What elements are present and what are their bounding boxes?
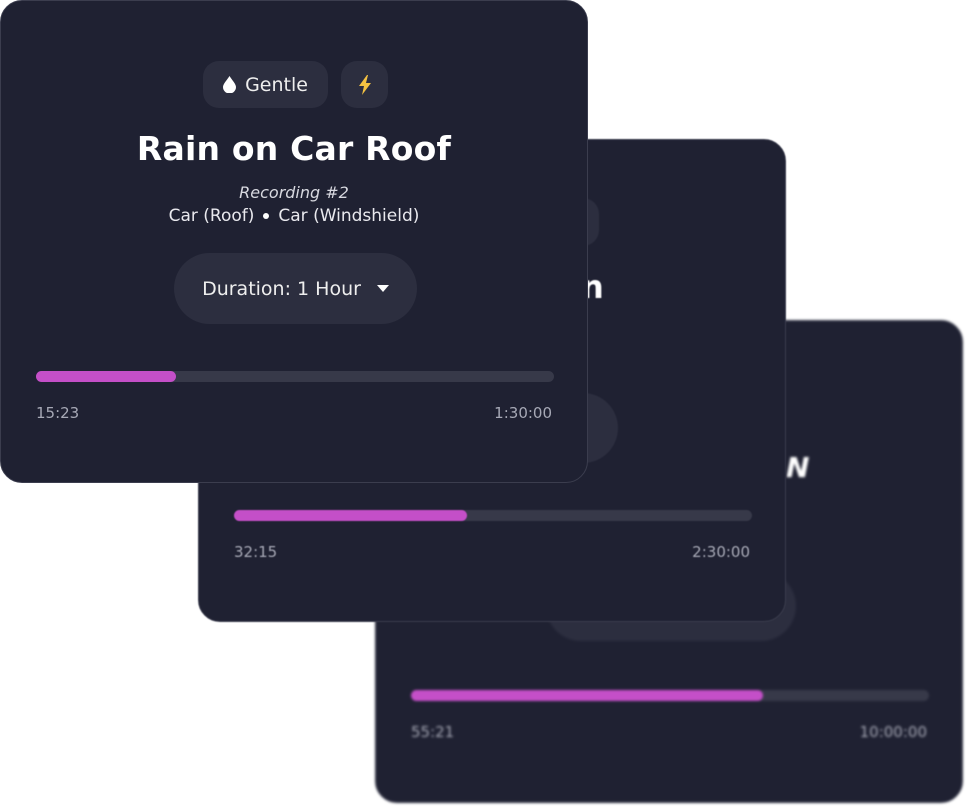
card-title-fragment: N: [786, 451, 810, 484]
recording-label: Recording #2: [239, 183, 349, 202]
progress-fill: [234, 510, 468, 521]
progress-bar[interactable]: [411, 690, 929, 701]
elapsed-time: 32:15: [234, 543, 278, 561]
tag-gentle[interactable]: Gentle: [203, 61, 328, 108]
caret-down-icon: [376, 284, 389, 292]
duration-dropdown[interactable]: Duration: 1 Hour: [174, 253, 417, 324]
total-time: 2:30:00: [692, 543, 750, 561]
lightning-bolt-icon: [358, 74, 371, 95]
source-item: Car (Roof): [168, 206, 255, 226]
sound-card-front[interactable]: Gentle Rain on Car Roof Recording #2 Car…: [0, 0, 588, 483]
elapsed-time: 15:23: [36, 404, 80, 422]
progress-bar[interactable]: [234, 510, 752, 521]
total-time: 1:30:00: [494, 404, 552, 422]
intensity-badge[interactable]: [341, 61, 388, 108]
separator-dot: [263, 213, 270, 219]
sources-list: Car (Roof) Car (Windshield): [1, 206, 587, 226]
progress-bar[interactable]: [36, 371, 554, 382]
progress-fill: [411, 690, 764, 701]
elapsed-time: 55:21: [411, 723, 455, 741]
progress-fill: [36, 371, 176, 382]
sound-title: Rain on Car Roof: [136, 129, 452, 168]
total-time: 10:00:00: [859, 723, 927, 741]
tag-label: Gentle: [245, 73, 308, 96]
water-drop-icon: [223, 76, 237, 93]
source-item: Car (Windshield): [278, 206, 420, 226]
duration-label: Duration: 1 Hour: [202, 277, 361, 300]
